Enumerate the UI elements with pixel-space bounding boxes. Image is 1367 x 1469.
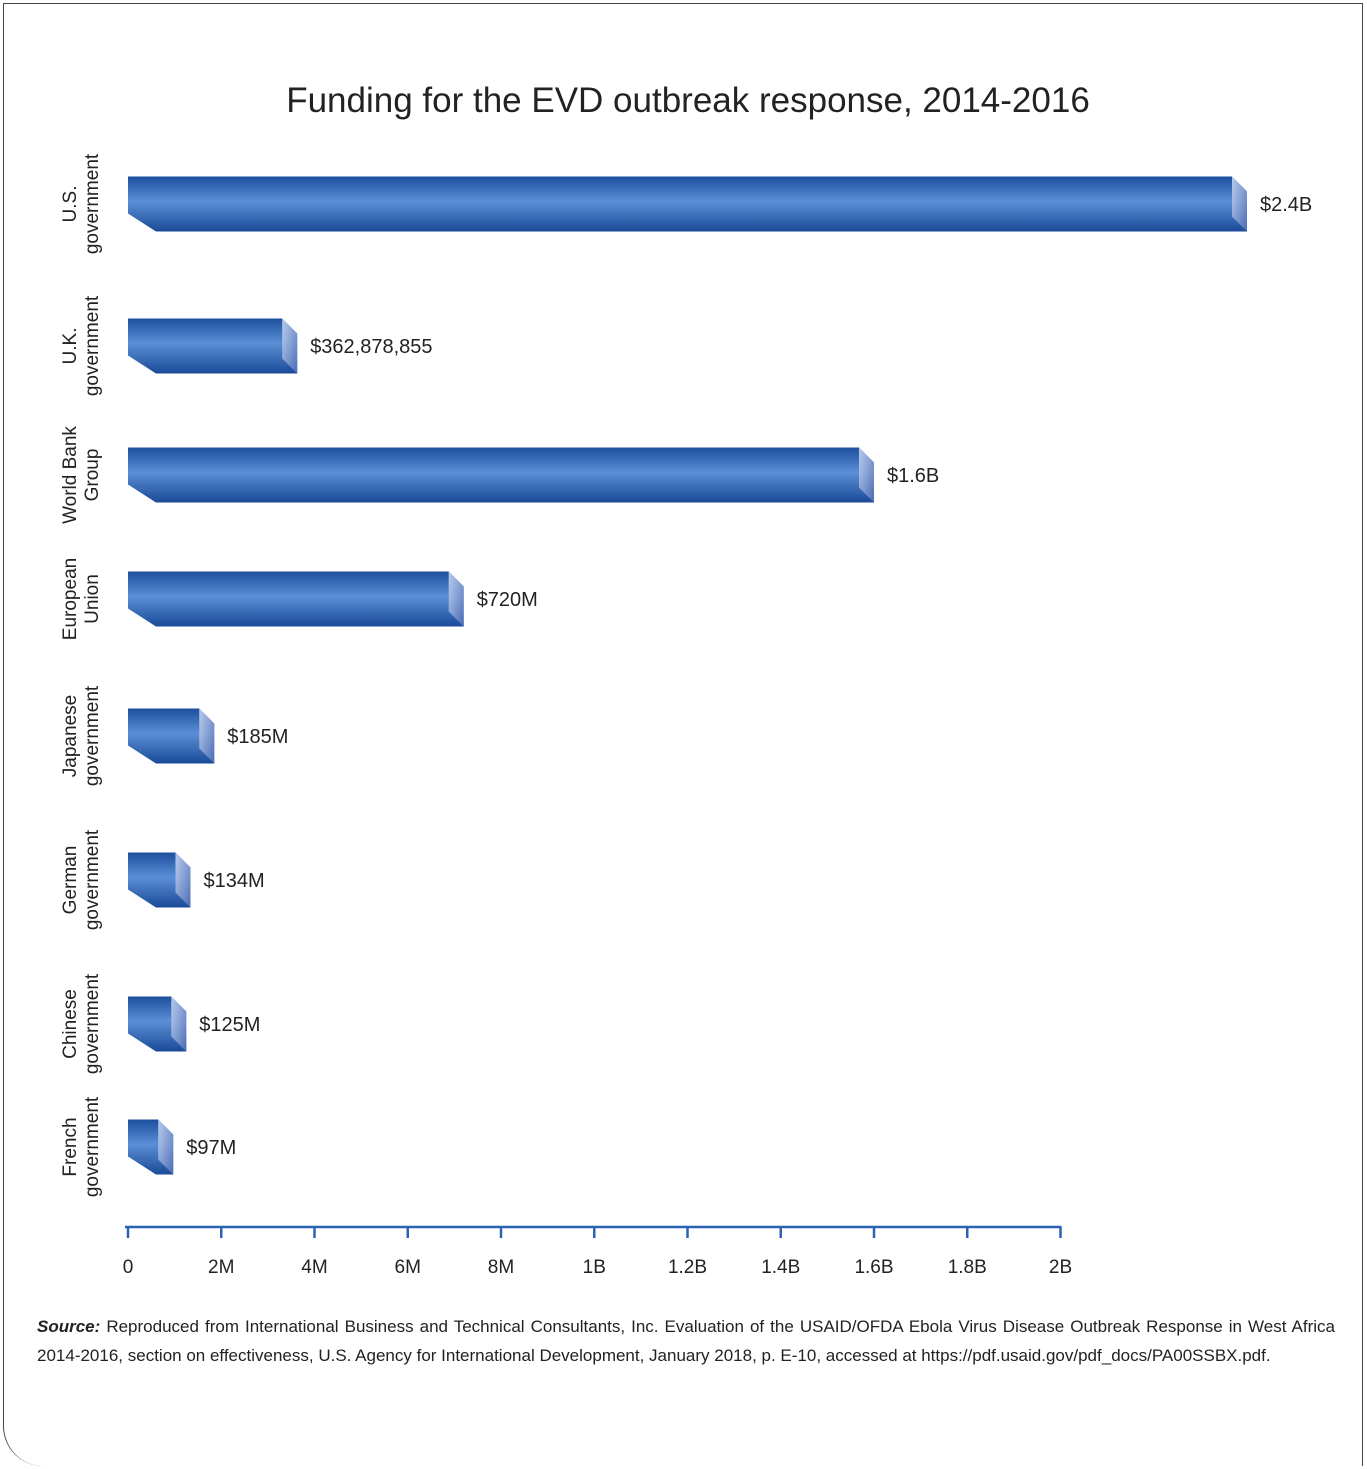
x-tick-label: 8M (488, 1257, 514, 1278)
x-tick-label: 1.2B (668, 1257, 707, 1278)
y-tick-label-line: European (60, 558, 81, 640)
source-text: Reproduced from International Business a… (37, 1317, 1335, 1365)
source-note: Source: Reproduced from International Bu… (37, 1312, 1335, 1370)
value-label: $1.6B (887, 465, 939, 487)
x-tick-label: 6M (395, 1257, 421, 1278)
bar (128, 708, 215, 764)
bar (128, 571, 464, 627)
y-tick-label-line: government (82, 829, 103, 930)
value-label: $2.4B (1260, 194, 1312, 216)
value-label: $134M (203, 870, 264, 892)
bar-cap (158, 1119, 174, 1175)
bar-cap (282, 318, 298, 374)
bar-cap (171, 996, 187, 1052)
y-tick-label-line: government (82, 973, 103, 1074)
y-tick-label-line: government (82, 295, 103, 396)
bar (128, 447, 874, 503)
x-tick-label: 1B (583, 1257, 606, 1278)
y-tick-label-line: World Bank (60, 426, 81, 524)
y-tick-label: Frenchgovernment (60, 1096, 103, 1197)
value-label: $125M (199, 1014, 260, 1036)
value-label: $720M (477, 589, 538, 611)
y-tick-label: World BankGroup (60, 426, 103, 524)
x-tick-label: 4M (301, 1257, 327, 1278)
y-tick-label-line: Group (82, 449, 103, 502)
value-label: $362,878,855 (310, 336, 432, 358)
x-tick-label: 1.4B (761, 1257, 800, 1278)
bar-cap (859, 447, 874, 503)
y-tick-label: Chinesegovernment (60, 973, 103, 1074)
y-tick-label-line: Chinese (60, 989, 81, 1059)
y-tick-label: U.S.government (60, 153, 103, 254)
y-tick-label: EuropeanUnion (60, 558, 103, 640)
y-tick-label-line: French (60, 1117, 81, 1176)
bar-cap (199, 708, 215, 764)
frame (3, 3, 1363, 1466)
x-tick-label: 2B (1049, 1257, 1072, 1278)
x-tick-label: 2M (208, 1257, 234, 1278)
y-tick-label-line: government (82, 1096, 103, 1197)
y-tick-label-line: U.S. (60, 186, 81, 223)
y-tick-label: U.K.government (60, 295, 103, 396)
bar (128, 852, 191, 908)
bar (128, 176, 1247, 232)
bar-cap (448, 571, 464, 627)
y-tick-label-line: German (60, 846, 81, 915)
bar-cap (1232, 176, 1247, 232)
y-tick-label-line: government (82, 153, 103, 254)
y-tick-label: Japanesegovernment (60, 685, 103, 786)
y-tick-label-line: government (82, 685, 103, 786)
x-tick-label: 0 (123, 1257, 134, 1278)
x-tick-label: 1.8B (948, 1257, 987, 1278)
y-tick-label-line: Union (82, 574, 103, 624)
y-tick-label-line: U.K. (60, 328, 81, 365)
value-label: $185M (227, 726, 288, 748)
chart-title: Funding for the EVD outbreak response, 2… (286, 81, 1090, 120)
value-label: $97M (186, 1137, 236, 1159)
y-tick-label: Germangovernment (60, 829, 103, 930)
source-label: Source: (37, 1317, 101, 1336)
bar (128, 318, 298, 374)
y-tick-label-line: Japanese (60, 695, 81, 777)
x-tick-label: 1.6B (854, 1257, 893, 1278)
bar-cap (175, 852, 191, 908)
